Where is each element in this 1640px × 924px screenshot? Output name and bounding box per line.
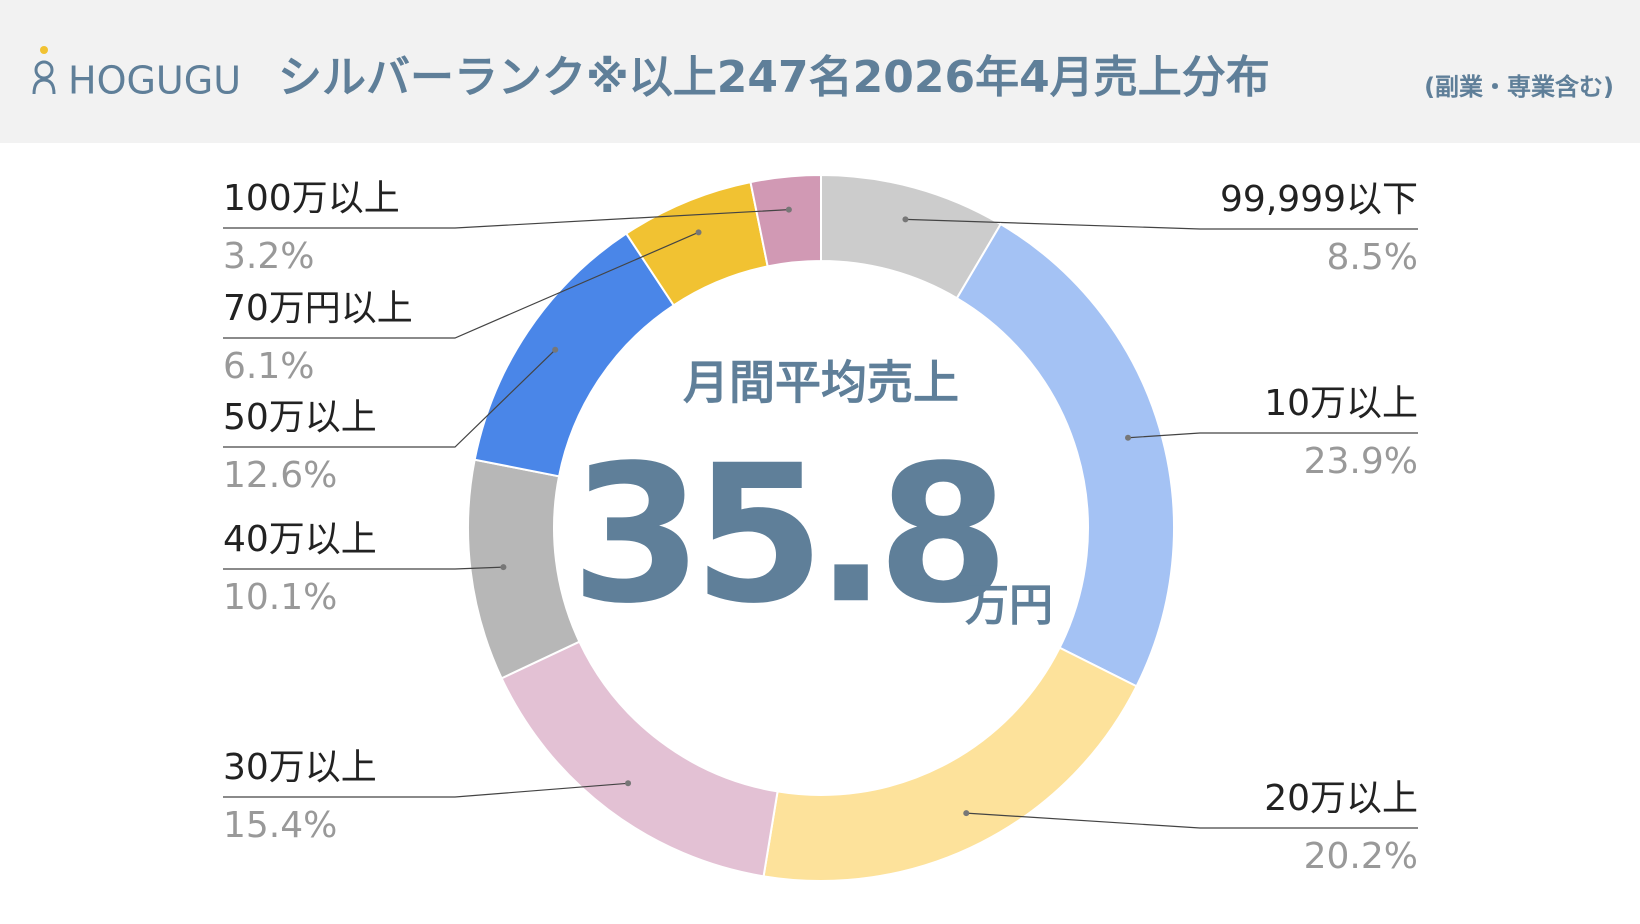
donut-segment [749, 173, 822, 268]
legend-label: 40万以上 [223, 519, 377, 560]
legend-label: 10万以上 [1264, 383, 1418, 424]
legend-label: 100万以上 [223, 178, 400, 219]
value-label: 15.4% [223, 805, 337, 846]
leader-line [1127, 432, 1418, 439]
leader-dot [552, 346, 559, 353]
leader-line [966, 812, 1418, 829]
center-unit: 万円 [965, 580, 1053, 631]
value-label: 23.9% [1304, 441, 1418, 482]
leader-dot [1125, 434, 1132, 441]
legend-label: 20万以上 [1264, 778, 1418, 819]
logo-icon [32, 46, 56, 95]
legend-label: 50万以上 [223, 397, 377, 438]
value-label: 20.2% [1304, 836, 1418, 877]
leader-dot [785, 206, 792, 213]
leader-line [223, 231, 699, 339]
value-label: 8.5% [1327, 237, 1418, 278]
donut-segment [467, 458, 581, 680]
value-label: 10.1% [223, 577, 337, 618]
chart-title: シルバーランク※以上247名2026年4月売上分布 [278, 52, 1270, 103]
leader-dot [695, 229, 702, 236]
center-value: 35.8 [571, 424, 1000, 645]
leader-dot [625, 780, 632, 787]
donut-segment [762, 646, 1138, 882]
header-band [0, 0, 1640, 143]
leader-dot [902, 216, 909, 223]
legend-label: 99,999以下 [1220, 179, 1418, 220]
legend-label: 30万以上 [223, 747, 377, 788]
leader-line [223, 209, 789, 229]
value-label: 3.2% [223, 236, 314, 277]
value-label: 6.1% [223, 346, 314, 387]
donut-segment [500, 640, 779, 878]
leader-line [905, 218, 1418, 230]
legend-label: 70万円以上 [223, 288, 413, 329]
leader-line [223, 782, 629, 798]
leader-line [223, 349, 556, 448]
chart-subtitle: (副業・専業含む) [1424, 73, 1614, 101]
center-label: 月間平均売上 [683, 356, 959, 410]
leader-dot [963, 810, 970, 817]
value-label: 12.6% [223, 455, 337, 496]
logo-text: HOGUGU [68, 59, 241, 103]
leader-dot [500, 564, 507, 571]
leader-line [223, 566, 504, 570]
